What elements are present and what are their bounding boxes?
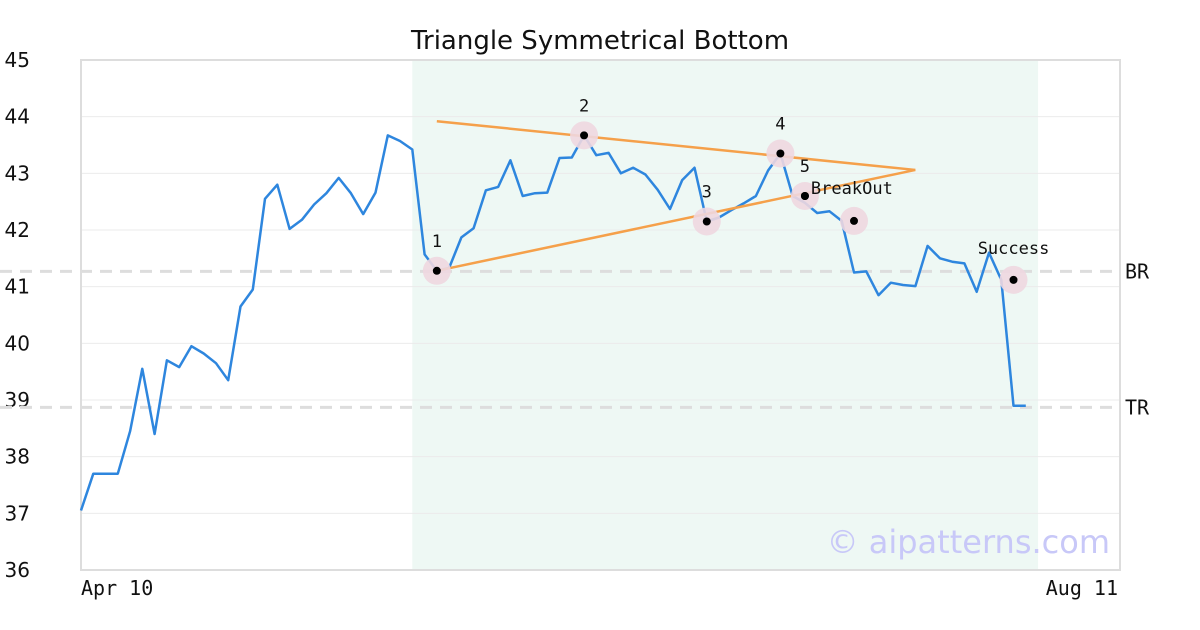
annotation-label-5: 5	[800, 157, 810, 177]
marker-point-1	[432, 266, 441, 275]
y-tick-label: 42	[5, 218, 30, 242]
price-series-layer	[79, 134, 1026, 511]
y-tick-label: 43	[5, 161, 30, 185]
y-tick-label: 38	[5, 445, 30, 469]
annotation-label-4: 4	[775, 115, 785, 135]
x-tick-end: Aug 11	[1046, 576, 1118, 600]
highlight-region-layer	[412, 60, 1039, 570]
marker-point-success	[1009, 275, 1018, 284]
reference-label-br: BR	[1125, 259, 1150, 283]
watermark: © aipatterns.com	[827, 523, 1110, 561]
y-tick-label: 40	[5, 331, 30, 355]
marker-point-3	[702, 217, 711, 226]
y-tick-label: 37	[5, 501, 30, 525]
triangle-upper-line	[436, 119, 916, 172]
marker-point-breakout	[800, 192, 809, 200]
reference-lines: BR TR	[0, 259, 1150, 419]
annotation-label-1: 1	[432, 232, 442, 252]
marker-point-unlabeled	[850, 216, 859, 225]
annotation-label-3: 3	[702, 183, 712, 203]
chart-title: Triangle Symmetrical Bottom	[410, 26, 789, 56]
annotation-label-success: Success	[978, 239, 1050, 259]
triangle-lower-line	[436, 168, 916, 273]
annotation-label-breakout: BreakOut	[811, 179, 893, 199]
marker-point-2	[580, 131, 589, 140]
annotation-label-2: 2	[579, 96, 589, 116]
highlight-region	[412, 60, 1039, 570]
marker-point-4	[776, 149, 785, 158]
plot-frame	[80, 59, 1121, 571]
price-line	[79, 134, 1026, 511]
x-tick-start: Apr 10	[81, 576, 153, 600]
triangle-layer	[436, 119, 916, 273]
y-tick-label: 36	[5, 558, 30, 582]
y-tick-label: 44	[5, 105, 30, 129]
y-tick-label: 41	[5, 275, 30, 299]
y-tick-label: 45	[5, 48, 30, 72]
reference-label-tr: TR	[1125, 395, 1150, 419]
